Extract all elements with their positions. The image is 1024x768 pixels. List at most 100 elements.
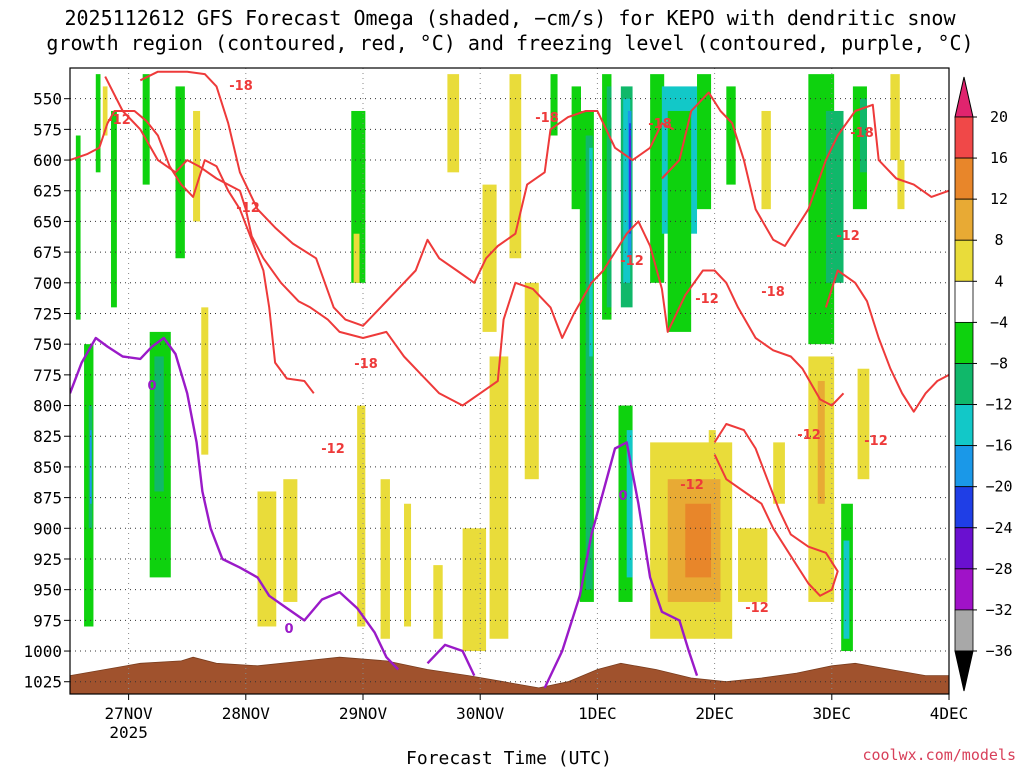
omega-shade-cell xyxy=(154,356,164,492)
y-tick-label: 700 xyxy=(33,274,62,293)
omega-shade-cell xyxy=(623,98,631,283)
contour-label-purple: 0 xyxy=(147,379,156,394)
omega-shade-cell xyxy=(353,233,360,283)
omega-shade-cell xyxy=(590,160,592,283)
omega-shade-cell xyxy=(606,86,612,308)
y-tick-label: 575 xyxy=(33,120,62,139)
x-tick-label: 3DEC xyxy=(813,704,852,723)
freezing-level-contours xyxy=(70,336,699,689)
contour-label-red: -12 xyxy=(836,229,860,244)
y-tick-label: 850 xyxy=(33,458,62,477)
colorbar-tick-label: 20 xyxy=(990,108,1008,126)
contour-label-red: -12 xyxy=(797,428,821,443)
colorbar-tick-label: −4 xyxy=(990,313,1008,331)
omega-shade-cell xyxy=(357,405,366,627)
colorbar-tick-label: 12 xyxy=(990,190,1008,208)
x-tick-label: 1DEC xyxy=(578,704,617,723)
colorbar-segment xyxy=(954,198,974,241)
y-tick-label: 600 xyxy=(33,151,62,170)
omega-shade-cell xyxy=(859,98,867,173)
omega-shade-cell xyxy=(761,110,771,210)
omega-shade-cell xyxy=(585,135,593,590)
omega-shade-cell xyxy=(95,74,101,173)
contour-label-red: -12 xyxy=(864,434,888,449)
terrain-fill xyxy=(70,656,949,694)
x-tick-label: 4DEC xyxy=(930,704,969,723)
chart-title-line-2: growth region (contoured, red, °C) and f… xyxy=(46,31,973,55)
omega-shade-cell xyxy=(142,74,150,185)
omega-shade-cell xyxy=(626,430,633,578)
colorbar-segment xyxy=(954,280,974,323)
x-axis-label: Forecast Time (UTC) xyxy=(406,748,612,768)
omega-shade-cell xyxy=(817,381,825,504)
omega-shading xyxy=(75,74,905,652)
colorbar-segment xyxy=(954,363,974,405)
colorbar-segment xyxy=(954,157,974,200)
y-tick-label: 775 xyxy=(33,366,62,385)
omega-shade-cell xyxy=(489,356,509,639)
contour-label-red: -12 xyxy=(236,201,260,216)
omega-shade-cell xyxy=(685,503,712,578)
contour-label-purple: 0 xyxy=(618,489,627,504)
y-tick-label: 925 xyxy=(33,550,62,569)
colorbar-segment xyxy=(954,116,974,159)
omega-shade-cell xyxy=(447,74,460,173)
omega-shade-cell xyxy=(111,110,117,308)
contour-label-red: -18 xyxy=(354,357,378,372)
omega-shade-cell xyxy=(738,528,768,602)
y-tick-label: 875 xyxy=(33,489,62,508)
omega-shade-cell xyxy=(193,110,201,222)
omega-shade-cell xyxy=(697,74,712,210)
colorbar-segment xyxy=(954,404,974,447)
omega-shade-cell xyxy=(283,479,298,602)
colorbar-tick-label: −36 xyxy=(985,642,1012,660)
omega-shade-cell xyxy=(890,74,900,161)
y-tick-label: 650 xyxy=(33,212,62,231)
contour-label-red: -12 xyxy=(695,292,719,307)
red-contour-line xyxy=(139,70,675,327)
contour-label-red: -18 xyxy=(761,285,785,300)
contour-label-red: -18 xyxy=(535,111,559,126)
y-tick-label: 800 xyxy=(33,397,62,416)
terrain-area xyxy=(70,656,949,694)
colorbar-segment xyxy=(954,486,974,529)
contour-label-purple: 0 xyxy=(284,622,293,637)
colorbar-segment xyxy=(954,321,974,364)
y-tick-label: 1000 xyxy=(23,642,62,661)
contour-label-red: -12 xyxy=(321,442,345,457)
colorbar-tick-label: 4 xyxy=(994,272,1003,290)
contour-label-red: -18 xyxy=(850,126,874,141)
colorbar-tick-label: 8 xyxy=(994,231,1003,249)
y-tick-label: 1025 xyxy=(23,673,62,692)
omega-shade-cell xyxy=(571,86,581,210)
colorbar-tick-label: −12 xyxy=(985,396,1012,414)
omega-shade-cell xyxy=(857,368,870,480)
x-tick-label: 28NOV xyxy=(222,704,271,723)
colorbar-segment xyxy=(954,609,974,652)
red-contour-line xyxy=(104,76,845,407)
colorbar-tick-label: −20 xyxy=(985,478,1012,496)
omega-shade-cell xyxy=(629,135,631,210)
omega-shade-cell xyxy=(433,565,443,639)
y-tick-label: 550 xyxy=(33,90,62,109)
colorbar-segment xyxy=(954,445,974,488)
y-tick-label: 725 xyxy=(33,304,62,323)
colorbar: 20 16 12 8 4 −4 −8 −12 −16 −20 −24 −28 −32 −36 xyxy=(954,76,1013,692)
y-tick-label: 825 xyxy=(33,427,62,446)
colorbar-tick-label: −32 xyxy=(985,601,1012,619)
colorbar-tick-label: −16 xyxy=(985,437,1012,455)
omega-shade-cell xyxy=(462,528,487,652)
credit-text: coolwx.com/models xyxy=(862,746,1016,764)
plot-frame xyxy=(69,67,950,695)
omega-shade-cell xyxy=(843,540,850,639)
x-tick-label: 30NOV xyxy=(456,704,505,723)
omega-shade-cell xyxy=(404,503,412,627)
colorbar-bottom-arrow xyxy=(954,650,974,692)
omega-shade-cell xyxy=(550,74,558,136)
y-tick-label: 750 xyxy=(33,335,62,354)
contour-label-red: -18 xyxy=(229,79,253,94)
x-tick-sublabel: 2025 xyxy=(109,723,148,742)
red-contour-line xyxy=(713,423,839,597)
